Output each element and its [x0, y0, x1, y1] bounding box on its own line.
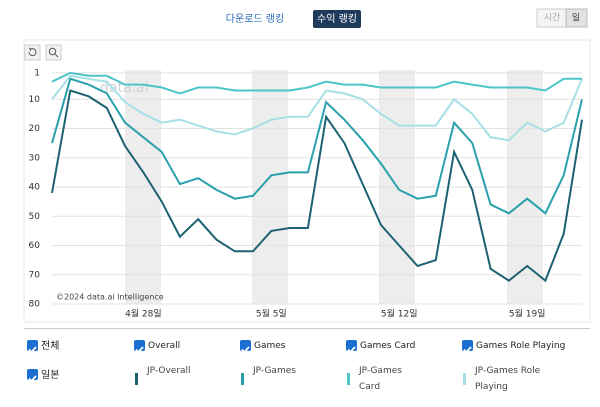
y-tick-label: 70: [29, 270, 41, 280]
legend-entry[interactable]: Games: [254, 341, 286, 351]
legend-entry[interactable]: Games Card: [360, 341, 416, 351]
country-entry[interactable]: JP-Games Card: [359, 366, 402, 392]
y-tick-label: 40: [29, 183, 41, 193]
download-tab[interactable]: 다운로드 랭킹: [226, 13, 284, 25]
series-line: [51, 74, 583, 142]
revenue-tab-bg[interactable]: [313, 10, 361, 28]
checkbox[interactable]: [346, 340, 357, 354]
y-tick-label: 80: [29, 300, 41, 310]
zoom-button[interactable]: [45, 44, 62, 61]
legend-swatch: [347, 373, 350, 385]
reset-icon: [28, 47, 37, 57]
legend-entry[interactable]: Games Role Playing: [476, 341, 566, 351]
legend-swatch: [135, 373, 138, 385]
country-entry[interactable]: JP-Games: [253, 366, 296, 376]
checkbox[interactable]: [240, 340, 251, 354]
chart-frame: [23, 39, 591, 323]
group-label: 전체: [41, 341, 60, 352]
day-option[interactable]: 일: [572, 13, 580, 24]
series-line: [51, 89, 583, 283]
x-tick-label: 4월 28일: [125, 308, 162, 320]
y-tick-label: 20: [29, 124, 41, 134]
legend-separator: [24, 328, 590, 329]
checkbox[interactable]: [27, 340, 38, 354]
granularity-selected[interactable]: [565, 8, 588, 28]
country-entry[interactable]: JP-Games Role Playing: [475, 366, 541, 392]
legend-entry[interactable]: Overall: [148, 341, 181, 351]
x-tick-label: 5월 5일: [256, 308, 287, 320]
x-tick-label: 5월 19일: [509, 308, 546, 320]
y-tick-label: 50: [29, 212, 41, 222]
checkbox[interactable]: [134, 340, 145, 354]
copyright: ©2024 data.ai Intelligence: [56, 293, 164, 302]
zoom-icon-handle: [54, 53, 59, 58]
reset-button[interactable]: [24, 44, 41, 61]
hour-option[interactable]: 시간: [544, 13, 561, 24]
revenue-tab[interactable]: 수익 랭킹: [317, 13, 357, 25]
zoom-icon: [48, 47, 57, 56]
y-tick-label: 60: [29, 241, 41, 251]
checkbox[interactable]: [462, 340, 473, 354]
y-tick-label: 10: [29, 95, 41, 105]
checkbox[interactable]: [27, 369, 38, 383]
x-tick-label: 5월 12일: [381, 308, 418, 320]
y-tick-label: 1: [34, 68, 40, 78]
series-line: [51, 77, 583, 215]
legend-swatch: [241, 373, 244, 385]
y-tick-label: 30: [29, 153, 41, 163]
series-line: [51, 71, 582, 95]
country-entry[interactable]: JP-Overall: [147, 366, 191, 376]
legend-swatch: [463, 373, 466, 385]
country-label: 일본: [41, 370, 60, 381]
